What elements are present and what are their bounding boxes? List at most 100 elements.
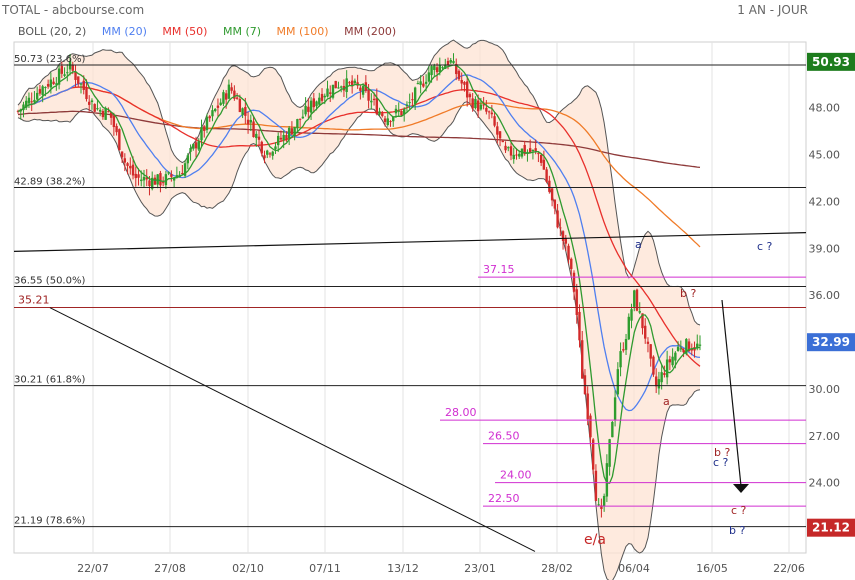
candle-body (161, 182, 165, 184)
candle-body (167, 172, 170, 174)
candle-body (151, 177, 154, 189)
candle-body (359, 87, 362, 91)
candle-body (30, 101, 33, 103)
candle-body (205, 116, 209, 131)
chart-header: TOTAL - abcbourse.com 1 AN - JOUR (0, 0, 855, 20)
candle-body (266, 150, 269, 155)
candle-body (279, 137, 283, 140)
candle-body (203, 126, 206, 131)
candle-body (641, 313, 644, 329)
candle-body (528, 148, 532, 153)
candle-body (315, 101, 318, 107)
candle-body (320, 93, 324, 101)
candle-body (438, 64, 441, 73)
candle-body (60, 65, 64, 74)
candle-body (153, 177, 157, 185)
candle-body (644, 325, 647, 339)
candle-body (496, 126, 499, 135)
target-label: 24.00 (500, 469, 532, 482)
target-label: 28.00 (445, 406, 477, 419)
candle-body (545, 169, 548, 182)
candle-body (134, 173, 137, 179)
candle-body (200, 127, 203, 141)
candle-body (211, 110, 214, 117)
candle-body (186, 155, 190, 164)
candle-body (260, 141, 263, 154)
candle-body (413, 87, 417, 105)
candle-body (559, 227, 562, 229)
candle-body (537, 153, 540, 155)
fib-label: 36.55 (50.0%) (14, 276, 85, 287)
candle-body (600, 505, 603, 510)
candle-body (98, 109, 102, 112)
candle-body (246, 119, 250, 125)
candle-body (137, 174, 140, 178)
candle-body (326, 88, 329, 97)
candle-body (268, 153, 272, 155)
candle-body (90, 100, 94, 103)
candle-body (115, 125, 118, 133)
candle-body (463, 81, 466, 85)
wave-annotation: a (663, 395, 670, 408)
x-tick-label: 07/11 (309, 562, 341, 575)
candle-body (676, 346, 680, 352)
candle-body (422, 83, 425, 87)
candle-body (304, 105, 307, 115)
projection-arrowhead (733, 484, 749, 493)
candle-body (170, 174, 173, 177)
candle-body (224, 93, 228, 100)
y-tick-label: 42.00 (809, 195, 841, 208)
candle-body (550, 188, 554, 201)
wave-annotation: b ? (729, 524, 745, 537)
candle-body (646, 341, 650, 344)
fib-label: 42.89 (38.2%) (14, 176, 85, 187)
candle-body (71, 64, 74, 71)
candle-body (189, 148, 192, 152)
candle-body (109, 112, 113, 118)
candle-body (175, 175, 179, 178)
trend-line-lower (49, 307, 536, 552)
candle-body (227, 84, 231, 99)
target-label: 26.50 (488, 430, 520, 443)
candle-body (57, 68, 61, 85)
candle-body (271, 151, 274, 156)
fib-label: 50.73 (23.6%) (14, 54, 85, 65)
y-tick-label: 48.00 (809, 102, 841, 115)
candle-body (561, 231, 565, 242)
candle-body (698, 344, 702, 346)
candles (16, 53, 702, 518)
candle-body (679, 348, 683, 350)
candle-body (41, 86, 44, 95)
candle-body (233, 90, 236, 99)
candle-body (337, 87, 340, 89)
candle-body (479, 104, 483, 110)
candle-body (627, 316, 630, 340)
mm50-line (17, 86, 701, 367)
candle-body (25, 100, 28, 108)
candle-body (389, 121, 392, 123)
candle-body (444, 64, 447, 69)
candle-body (682, 349, 685, 353)
x-tick-label: 23/01 (464, 562, 496, 575)
candle-body (33, 99, 36, 103)
candle-body (348, 82, 351, 84)
candle-body (471, 98, 474, 109)
candle-body (539, 155, 543, 163)
candle-body (277, 135, 280, 146)
candle-body (597, 504, 600, 506)
candle-body (309, 100, 313, 113)
candle-body (572, 272, 576, 292)
candle-body (581, 340, 584, 379)
candle-body (77, 76, 80, 84)
candle-body (164, 174, 168, 186)
candle-body (255, 133, 258, 139)
candle-body (687, 341, 691, 352)
candle-body (468, 94, 472, 98)
candle-body (553, 199, 557, 209)
candle-body (183, 163, 187, 176)
x-tick-label: 22/06 (773, 562, 805, 575)
candle-body (140, 179, 143, 182)
candle-body (230, 87, 233, 91)
candle-body (660, 372, 663, 383)
